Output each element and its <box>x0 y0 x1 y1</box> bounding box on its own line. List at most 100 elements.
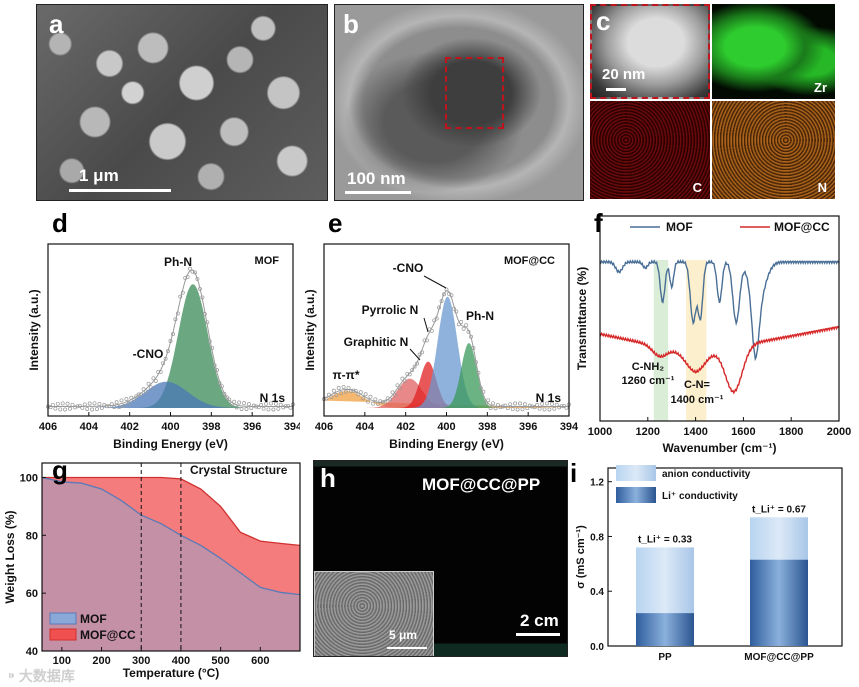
raw-data-point <box>215 367 219 372</box>
raw-data-point <box>515 407 520 412</box>
raw-data-point <box>210 345 215 350</box>
panel-c-scale-bar <box>606 88 626 91</box>
x-tick-label: 2000 <box>827 426 851 438</box>
y-tick-label: 0.4 <box>590 587 604 598</box>
band-label: 1260 cm⁻¹ <box>622 375 675 387</box>
raw-data-point <box>242 401 246 406</box>
panel-h-title: MOF@CC@PP <box>422 475 541 494</box>
panel-e-xps-mofcc: e 406 404 402 400 398 396 394 Binding Energy (e… <box>290 208 580 458</box>
x-tick-label: 406 <box>39 421 57 433</box>
x-tick-label: 1000 <box>588 426 612 438</box>
legend-label-mof: MOF <box>666 220 693 234</box>
raw-data-point <box>134 394 139 399</box>
raw-data-point <box>171 332 175 337</box>
legend-swatch-mofcc <box>49 628 77 641</box>
raw-data-point <box>326 392 331 397</box>
raw-data-point <box>234 405 239 410</box>
x-tick-label: 1600 <box>731 426 755 438</box>
bar-li-0 <box>636 613 694 646</box>
panel-a-label: a <box>49 9 64 39</box>
panel-b-tem-image: b 100 nm <box>334 4 584 201</box>
x-axis-label: Binding Energy (eV) <box>389 437 504 451</box>
raw-data-point <box>124 397 129 401</box>
raw-data-point <box>373 397 378 402</box>
y-axis-label: Weight Loss (%) <box>3 510 17 603</box>
raw-data-point <box>92 401 97 406</box>
raw-data-point <box>456 322 461 327</box>
x-tick-label: 300 <box>132 655 150 667</box>
x-tick-label: 402 <box>120 421 138 433</box>
peak-label: -CNO <box>133 347 164 361</box>
raw-data-point <box>466 329 471 334</box>
raw-data-point <box>185 274 190 279</box>
raw-data-point <box>442 292 446 297</box>
panel-i-conductivity: t_Li⁺ = 0.33 PP t_Li⁺ = 0.67 MOF@CC@PP 0.0 0.… <box>566 458 859 687</box>
panel-e-chart: 406 404 402 400 398 396 394 Binding Energy (eV)… <box>303 243 579 451</box>
y-axis-label: σ (mS cm⁻¹) <box>575 525 587 589</box>
raw-data-point <box>530 404 535 409</box>
raw-data-point <box>163 356 168 361</box>
y-tick-label: 0.0 <box>590 642 604 653</box>
raw-data-point <box>527 403 532 408</box>
raw-data-point <box>454 309 459 314</box>
x-tick-label: 396 <box>243 421 261 433</box>
raw-data-point <box>288 405 293 410</box>
raw-data-point <box>112 405 117 410</box>
raw-data-point <box>82 402 87 407</box>
raw-data-point <box>144 389 148 394</box>
x-tick-label: 394 <box>284 421 300 433</box>
raw-data-point <box>449 293 454 298</box>
panel-a-scale-text: 1 μm <box>79 166 119 185</box>
raw-data-point <box>175 311 180 316</box>
raw-data-point <box>461 326 466 331</box>
raw-data-point <box>109 402 114 407</box>
raw-data-point <box>503 403 508 408</box>
raw-data-point <box>366 399 371 404</box>
panel-a-scale-bar <box>69 189 171 192</box>
x-tick-label: 404 <box>356 421 375 433</box>
raw-data-point <box>329 395 334 399</box>
axes-frame <box>607 467 843 647</box>
raw-data-point <box>510 407 515 412</box>
raw-data-point <box>239 407 244 411</box>
raw-data-point <box>190 269 195 274</box>
panel-a-sem-image: a 1 μm <box>36 4 328 201</box>
panel-i-chart: t_Li⁺ = 0.33 PP t_Li⁺ = 0.67 MOF@CC@PP 0.0 0.… <box>575 465 843 663</box>
panel-c-eds: c 20 nm Zr C N <box>590 4 835 199</box>
raw-data-point <box>439 299 444 304</box>
raw-data-point <box>58 407 63 412</box>
raw-data-point <box>180 290 185 295</box>
x-tick-label: 398 <box>478 421 496 433</box>
raw-data-point <box>537 406 542 411</box>
raw-data-point <box>473 360 478 365</box>
raw-data-point <box>283 404 288 409</box>
raw-data-point <box>344 389 348 394</box>
y-axis-label: Transmittance (%) <box>575 267 589 370</box>
bar-li-1 <box>750 559 808 646</box>
raw-data-point <box>136 392 141 397</box>
raw-data-point <box>358 390 363 395</box>
panel-f-chart: 1000 1200 1400 1600 1800 2000 Wavenumber (cm⁻¹… <box>575 215 851 455</box>
y-tick-label: 1.2 <box>590 478 604 489</box>
raw-data-point <box>405 371 410 376</box>
annotation-text: Crystal Structure <box>190 463 288 477</box>
panel-d-xps-mof: d 406 404 402 400 398 396 394 Binding Energy (e… <box>0 208 300 458</box>
legend-label-mof: MOF <box>80 612 107 626</box>
raw-data-point <box>183 275 188 280</box>
x-tick-label: 400 <box>437 421 455 433</box>
raw-data-point <box>222 392 227 396</box>
raw-data-point <box>224 395 229 400</box>
x-tick-label: 398 <box>202 421 220 433</box>
raw-data-point <box>383 399 388 404</box>
raw-data-point <box>68 406 72 411</box>
raw-data-point <box>55 401 60 406</box>
x-tick-label: 404 <box>80 421 99 433</box>
panel-c-c-map: C <box>590 101 710 199</box>
panel-f-ftir: f 1000 1200 1400 1600 1800 2000 Wavenumber (cm… <box>572 208 859 458</box>
raw-data-point <box>554 402 559 407</box>
panel-g-chart: 100 200 300 400 500 600 40 60 80 100 Temperature (… <box>3 462 301 680</box>
chart-title: MOF <box>255 255 280 267</box>
raw-data-point <box>219 384 224 389</box>
raw-data-point <box>331 388 336 393</box>
panel-b-zoom-box <box>445 57 504 129</box>
